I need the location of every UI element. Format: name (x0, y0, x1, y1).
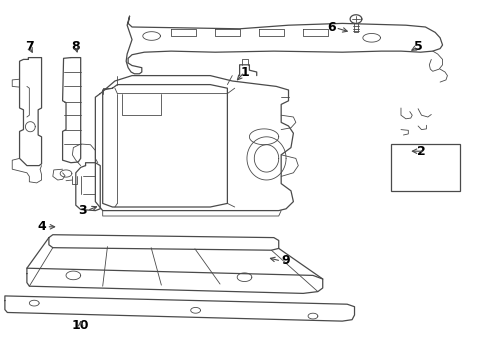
Text: 7: 7 (25, 40, 34, 53)
Text: 8: 8 (71, 40, 80, 53)
Text: 2: 2 (416, 145, 425, 158)
Text: 1: 1 (240, 66, 248, 78)
Text: 6: 6 (326, 21, 335, 34)
Text: 4: 4 (38, 220, 46, 233)
Text: 3: 3 (78, 204, 87, 217)
Text: 9: 9 (281, 255, 289, 267)
Text: 10: 10 (72, 319, 89, 332)
Text: 5: 5 (413, 40, 422, 53)
Bar (390, 144, 459, 191)
